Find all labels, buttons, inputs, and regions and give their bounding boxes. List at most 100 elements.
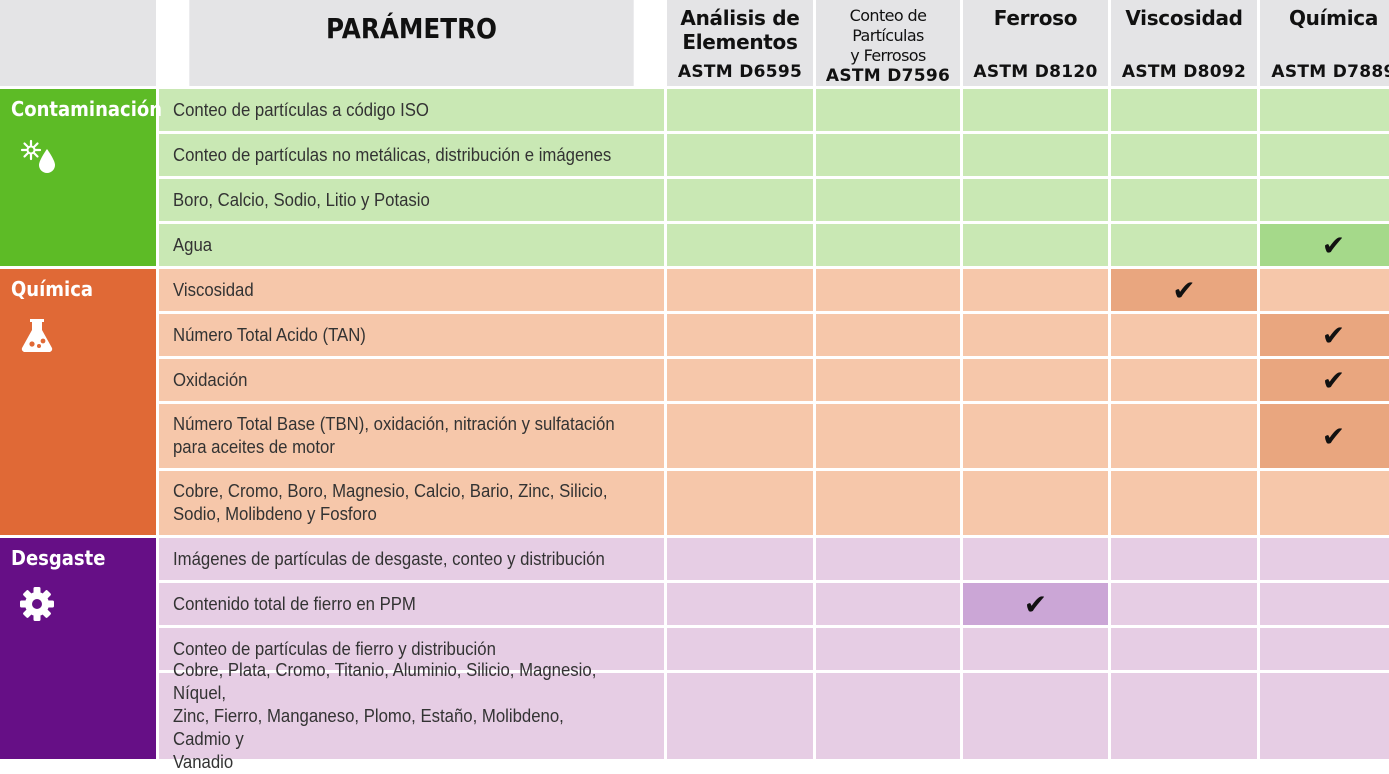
column-header-viscosity: Viscosidad ASTM D8092	[1111, 0, 1257, 86]
check-cell	[816, 314, 960, 356]
check-cell	[816, 404, 960, 468]
checkmark-icon: ✔	[1023, 587, 1048, 621]
check-cell	[816, 583, 960, 625]
checkmark-icon: ✔	[1321, 363, 1346, 397]
check-cell	[1111, 134, 1257, 176]
check-cell	[963, 179, 1108, 221]
check-cell-marked: ✔	[1260, 404, 1389, 468]
parameter-cell: Conteo de partículas no metálicas, distr…	[159, 134, 664, 176]
column-code: ASTM D7889	[1271, 62, 1389, 82]
check-cell-marked: ✔	[1260, 224, 1389, 266]
check-cell	[963, 269, 1108, 311]
check-cell	[963, 224, 1108, 266]
check-cell	[963, 359, 1108, 401]
check-cell	[963, 314, 1108, 356]
check-cell	[667, 269, 813, 311]
check-cell	[816, 673, 960, 759]
check-cell	[667, 314, 813, 356]
check-cell	[1260, 134, 1389, 176]
column-header-chemistry: Química ASTM D7889	[1260, 0, 1389, 86]
column-code: ASTM D8120	[973, 62, 1098, 82]
category-chemistry: Química	[0, 269, 156, 535]
category-contamination: Contaminación	[0, 89, 163, 266]
check-cell	[816, 89, 960, 131]
check-cell	[1111, 359, 1257, 401]
checkmark-icon: ✔	[1321, 228, 1346, 262]
check-cell	[1111, 404, 1257, 468]
column-header-ferrous: Ferroso ASTM D8120	[963, 0, 1108, 86]
parameter-cell: Imágenes de partículas de desgaste, cont…	[159, 538, 664, 580]
check-cell	[667, 359, 813, 401]
check-cell-marked: ✔	[1260, 359, 1389, 401]
check-cell	[667, 134, 813, 176]
column-title-line2: Elementos	[682, 30, 798, 54]
gear-icon	[17, 584, 156, 629]
check-cell	[963, 471, 1108, 535]
check-cell	[667, 89, 813, 131]
check-cell	[667, 471, 813, 535]
column-title-line1: Química	[1288, 6, 1379, 30]
column-title-line1: Ferroso	[993, 6, 1078, 30]
column-title-line1: Viscosidad	[1125, 6, 1243, 30]
check-cell	[816, 179, 960, 221]
parameter-cell: Boro, Calcio, Sodio, Litio y Potasio	[159, 179, 664, 221]
column-code: ASTM D8092	[1121, 62, 1247, 82]
check-cell	[816, 269, 960, 311]
check-cell	[1111, 538, 1257, 580]
check-cell	[1260, 628, 1389, 670]
check-cell	[816, 224, 960, 266]
check-cell	[1260, 471, 1389, 535]
check-cell	[816, 134, 960, 176]
parameter-cell: Conteo de partículas de fierro y distrib…	[159, 628, 664, 670]
check-cell	[963, 673, 1108, 759]
column-title-line1: Conteo de Partículas	[849, 6, 927, 45]
check-cell	[667, 538, 813, 580]
check-cell	[816, 359, 960, 401]
check-cell	[1260, 179, 1389, 221]
check-cell-marked: ✔	[963, 583, 1108, 625]
column-title-line2: y Ferrosos	[850, 46, 926, 65]
check-cell	[1111, 628, 1257, 670]
check-cell	[1111, 89, 1257, 131]
check-cell	[1260, 89, 1389, 131]
column-header-particles: Conteo de Partículas y Ferrosos ASTM D75…	[816, 0, 960, 86]
parameter-cell: Oxidación	[159, 359, 664, 401]
check-cell	[1260, 583, 1389, 625]
parameter-cell: Conteo de partículas a código ISO	[159, 89, 664, 131]
column-code: ASTM D7596	[825, 66, 951, 86]
category-label: Desgaste	[11, 546, 106, 570]
check-cell	[667, 179, 813, 221]
parameter-cell: Número Total Base (TBN), oxidación, nitr…	[159, 404, 664, 468]
category-label: Química	[11, 277, 94, 301]
parameter-cell: Contenido total de fierro en PPM	[159, 583, 664, 625]
check-cell	[963, 134, 1108, 176]
check-cell	[1111, 583, 1257, 625]
column-code: ASTM D6595	[677, 62, 803, 82]
column-header-elements: Análisis de Elementos ASTM D6595	[667, 0, 813, 86]
check-cell	[963, 628, 1108, 670]
category-wear: Desgaste	[0, 538, 156, 759]
parameter-cell: Cobre, Cromo, Boro, Magnesio, Calcio, Ba…	[159, 471, 664, 535]
parameter-header: PARÁMETRO	[189, 0, 634, 86]
check-cell	[1111, 179, 1257, 221]
parameter-cell: Número Total Acido (TAN)	[159, 314, 664, 356]
check-cell	[816, 538, 960, 580]
check-cell	[963, 89, 1108, 131]
parameter-cell: Cobre, Plata, Cromo, Titanio, Aluminio, …	[159, 660, 664, 772]
check-cell	[667, 224, 813, 266]
check-cell	[963, 404, 1108, 468]
parameter-cell: Agua	[159, 224, 664, 266]
check-cell-marked: ✔	[1260, 314, 1389, 356]
check-cell	[1111, 314, 1257, 356]
check-cell	[816, 471, 960, 535]
check-cell	[667, 404, 813, 468]
check-cell	[1111, 224, 1257, 266]
check-cell	[667, 583, 813, 625]
check-cell	[816, 628, 960, 670]
check-cell	[1260, 673, 1389, 759]
check-cell	[667, 673, 813, 759]
contamination-drop-icon	[17, 135, 156, 182]
flask-icon	[17, 315, 156, 360]
header-corner	[0, 0, 156, 86]
category-label: Contaminación	[11, 97, 163, 121]
